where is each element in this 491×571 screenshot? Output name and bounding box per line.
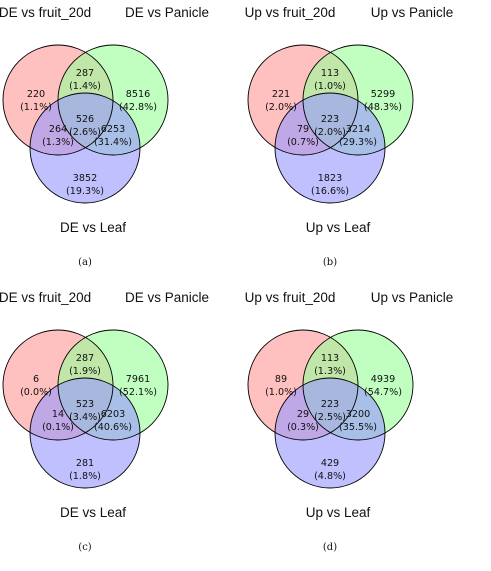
region-count-c_only: 429 [321,458,339,469]
panel-caption: (a) [78,257,92,268]
panel-caption: (c) [78,542,92,553]
venn-panel: DE vs fruit_20d DE vs Panicle DE vs Leaf 22… [0,5,209,268]
region-count-a_only: 6 [33,374,39,385]
region-percent-b_only: (48.3%) [364,102,402,113]
region-count-c_only: 281 [76,458,94,469]
region-percent-abc: (2.5%) [314,412,346,423]
region-count-c_only: 3852 [73,173,97,184]
region-count-bc: 6203 [101,409,125,420]
region-percent-bc: (35.5%) [339,422,377,433]
region-count-ab: 287 [76,68,94,79]
region-count-ac: 29 [297,409,309,420]
set-label-c: Up vs Leaf [306,505,371,520]
region-count-ac: 79 [297,124,309,135]
region-percent-b_only: (54.7%) [364,387,402,398]
region-percent-ab: (1.9%) [69,366,101,377]
region-count-b_only: 4939 [371,374,395,385]
region-percent-c_only: (16.6%) [311,186,349,197]
region-count-ab: 287 [76,353,94,364]
region-count-b_only: 5299 [371,89,395,100]
region-count-abc: 526 [76,114,94,125]
set-label-b: Up vs Panicle [371,5,454,20]
region-count-bc: 3214 [346,124,370,135]
region-percent-bc: (40.6%) [94,422,132,433]
region-percent-abc: (3.4%) [69,412,101,423]
panel-caption: (d) [323,542,337,553]
region-percent-a_only: (1.1%) [20,102,52,113]
venn-panel: Up vs fruit_20d Up vs Panicle Up vs Leaf 89… [245,290,454,553]
set-label-b: DE vs Panicle [125,5,209,20]
venn-outline-c [29,377,141,489]
region-count-bc: 3200 [346,409,370,420]
region-count-abc: 223 [321,399,339,410]
region-count-b_only: 8516 [126,89,150,100]
region-count-ab: 113 [321,68,339,79]
region-percent-ac: (0.3%) [287,422,319,433]
set-label-b: Up vs Panicle [371,290,454,305]
set-label-c: Up vs Leaf [306,220,371,235]
region-percent-ac: (0.7%) [287,137,319,148]
region-percent-ac: (1.3%) [42,137,74,148]
region-count-c_only: 1823 [318,173,342,184]
region-count-abc: 223 [321,114,339,125]
region-count-a_only: 220 [27,89,45,100]
set-label-a: DE vs fruit_20d [0,5,91,20]
set-label-c: DE vs Leaf [60,505,126,520]
venn-outline-a [247,329,359,441]
region-percent-ab: (1.3%) [314,366,346,377]
set-label-c: DE vs Leaf [60,220,126,235]
region-percent-ac: (0.1%) [42,422,74,433]
region-percent-bc: (31.4%) [94,137,132,148]
region-count-ac: 14 [52,409,64,420]
venn-outline-a [2,329,114,441]
set-label-a: DE vs fruit_20d [0,290,91,305]
region-percent-bc: (29.3%) [339,137,377,148]
venn-outline-a [2,44,114,156]
region-percent-abc: (2.0%) [314,127,346,138]
set-label-b: DE vs Panicle [125,290,209,305]
region-count-b_only: 7961 [126,374,150,385]
venn-outline-c [274,377,386,489]
region-percent-a_only: (1.0%) [265,387,297,398]
set-label-a: Up vs fruit_20d [245,290,336,305]
region-count-ac: 264 [49,124,67,135]
venn-outline-a [247,44,359,156]
region-percent-b_only: (42.8%) [119,102,157,113]
region-percent-b_only: (52.1%) [119,387,157,398]
region-percent-c_only: (1.8%) [69,471,101,482]
region-percent-ab: (1.0%) [314,81,346,92]
panel-caption: (b) [323,257,337,268]
venn-outline-c [274,92,386,204]
region-percent-c_only: (4.8%) [314,471,346,482]
region-count-a_only: 89 [275,374,287,385]
region-count-bc: 6253 [101,124,125,135]
region-count-ab: 113 [321,353,339,364]
region-percent-abc: (2.6%) [69,127,101,138]
region-percent-ab: (1.4%) [69,81,101,92]
venn-outline-c [29,92,141,204]
region-percent-c_only: (19.3%) [66,186,104,197]
region-percent-a_only: (2.0%) [265,102,297,113]
set-label-a: Up vs fruit_20d [245,5,336,20]
venn-panel: DE vs fruit_20d DE vs Panicle DE vs Leaf 6 (… [0,290,209,553]
region-count-abc: 523 [76,399,94,410]
venn-panel: Up vs fruit_20d Up vs Panicle Up vs Leaf 22… [245,5,454,268]
region-percent-a_only: (0.0%) [20,387,52,398]
region-count-a_only: 221 [272,89,290,100]
